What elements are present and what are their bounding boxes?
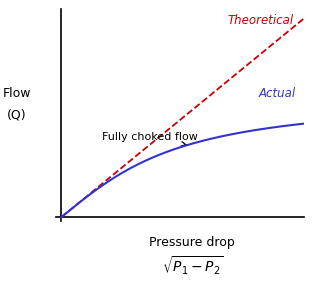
Text: (Q): (Q): [7, 109, 27, 122]
Text: Theoretical: Theoretical: [228, 14, 294, 27]
Text: Pressure drop: Pressure drop: [150, 236, 235, 249]
Text: Fully choked flow: Fully choked flow: [102, 132, 198, 146]
Text: $\sqrt{P_1 - P_2}$: $\sqrt{P_1 - P_2}$: [162, 255, 223, 277]
Text: Actual: Actual: [259, 87, 296, 100]
Text: Flow: Flow: [3, 87, 31, 100]
